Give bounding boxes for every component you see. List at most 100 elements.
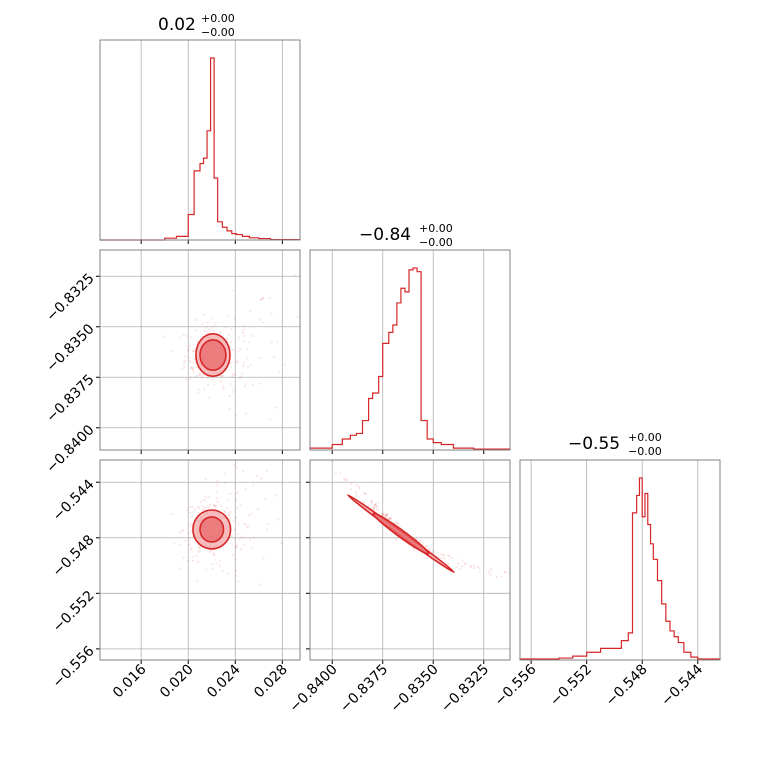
pair-0-2-point [244,523,247,526]
pair-0-2-point [209,549,212,552]
pair-0-2-point [237,490,240,494]
pair-0-2-point [267,522,270,526]
pair-0-2-point [213,554,216,557]
pair-0-1-point [234,360,238,363]
pair-0-2-point [227,499,230,502]
pair-1-2-point [384,532,387,535]
pair-0-1-point [222,387,225,390]
pair-1-2-point [386,513,389,517]
pair-1-2-point [350,482,353,486]
pair-0-1-point [221,385,225,388]
pair-0-2-point [227,514,231,517]
pair-1-2-point [384,514,387,517]
pair-0-1-point [207,384,210,387]
pair-0-1-point [187,356,190,359]
pair-0-1-point [186,334,189,338]
pair-0-2-point [240,536,243,539]
pair-1-2-point [362,491,366,495]
param2-ytick-label-0: −0.556 [50,643,98,691]
pair-0-1-point [206,321,209,324]
pair-0-1-point [246,357,249,360]
pair-0-1-point [213,383,216,386]
pair-0-2-point [190,530,193,533]
pair-0-1-point [242,329,245,332]
pair-0-2-point [231,553,234,556]
pair-0-2-point [201,498,204,502]
hist-0-frame [99,39,301,241]
param2-xtick-label-0: −0.556 [492,661,540,709]
pair-0-1-point [227,334,230,337]
pair-0-2-point [256,474,259,477]
pair-0-2-point [170,512,173,516]
pair-1-2-point [440,556,443,560]
pair-0-1-point [206,331,209,334]
pair-0-2-point [239,504,242,507]
pair-1-2-point [489,573,492,576]
pair-0-2-point [197,560,200,563]
pair-0-1-point [283,363,286,367]
pair-0-2-point [265,528,269,531]
pair-1-2-point [389,517,392,520]
pair-0-2-point [318,496,320,498]
pair-0-2-point [236,545,239,548]
pair-0-1-point [230,340,233,344]
param2-xtick-label-2: −0.548 [603,662,651,710]
pair-0-2-point [242,522,245,525]
pair-0-2-point [215,505,218,508]
pair-0-1-point [242,340,245,343]
pair-0-2-point [235,466,238,469]
pair-1-2-point [362,501,365,504]
pair-0-2-point [280,541,283,545]
pair-0-1-point [188,344,191,347]
pair-0-1-point [192,349,195,352]
pair-0-1-point [213,324,216,327]
pair-0-2-point [249,538,252,541]
pair-0-2-point [189,524,192,527]
pair-0-2-point [208,550,212,554]
pair-1-2-point [385,513,388,516]
pair-0-2-point [234,546,237,549]
pair-1-2-point [389,516,392,519]
pair-0-2-point [223,472,226,475]
pair-0-1-point [270,312,273,316]
pair-0-1-point [228,407,231,410]
pair-0-2-point [216,480,219,483]
pair-0-1-point [229,383,232,386]
pair-0-1-point [194,362,197,365]
pair-0-1-point [213,329,216,332]
pair-1-2-point [349,488,352,491]
param2-xtick-label-1: −0.552 [547,662,595,710]
pair-0-2-point [234,574,237,577]
pair-1-2-point [382,513,385,517]
pair-0-1-point [182,362,185,365]
pair-0-1-point [197,388,200,391]
pair-0-1-point [242,364,245,368]
pair-1-2-contour-1 [372,512,430,555]
pair-1-2-point [448,555,451,558]
pair-0-2-point [212,504,215,507]
pair-0-2-point [239,548,243,551]
param2-ytick-label-3: −0.544 [50,477,98,525]
param2-title-lower: −0.00 [628,445,662,458]
pair-0-2-point [259,583,262,586]
param1-ytick-label-3: −0.8325 [43,271,97,325]
pair-0-1-point [242,361,245,364]
pair-0-2-point [243,536,246,540]
pair-1-2-point [517,580,519,582]
pair-0-1-point [259,318,262,321]
pair-0-2-point [183,539,187,542]
pair-0-1-point [198,373,202,376]
pair-0-1-point [233,388,236,391]
pair-1-2-point [373,505,376,508]
pair-0-1-point [248,341,251,344]
pair-1-2-point [358,485,361,488]
pair-0-1-point [349,370,351,372]
pair-0-2-point [189,546,193,549]
pair-0-2-point [232,520,235,523]
pair-0-2-point [223,510,226,513]
pair-0-2-point [196,580,199,583]
pair-0-2-point [191,559,195,562]
pair-0-2-point [203,499,207,502]
pair-0-1-point [191,367,194,370]
pair-0-1-point [243,324,246,328]
